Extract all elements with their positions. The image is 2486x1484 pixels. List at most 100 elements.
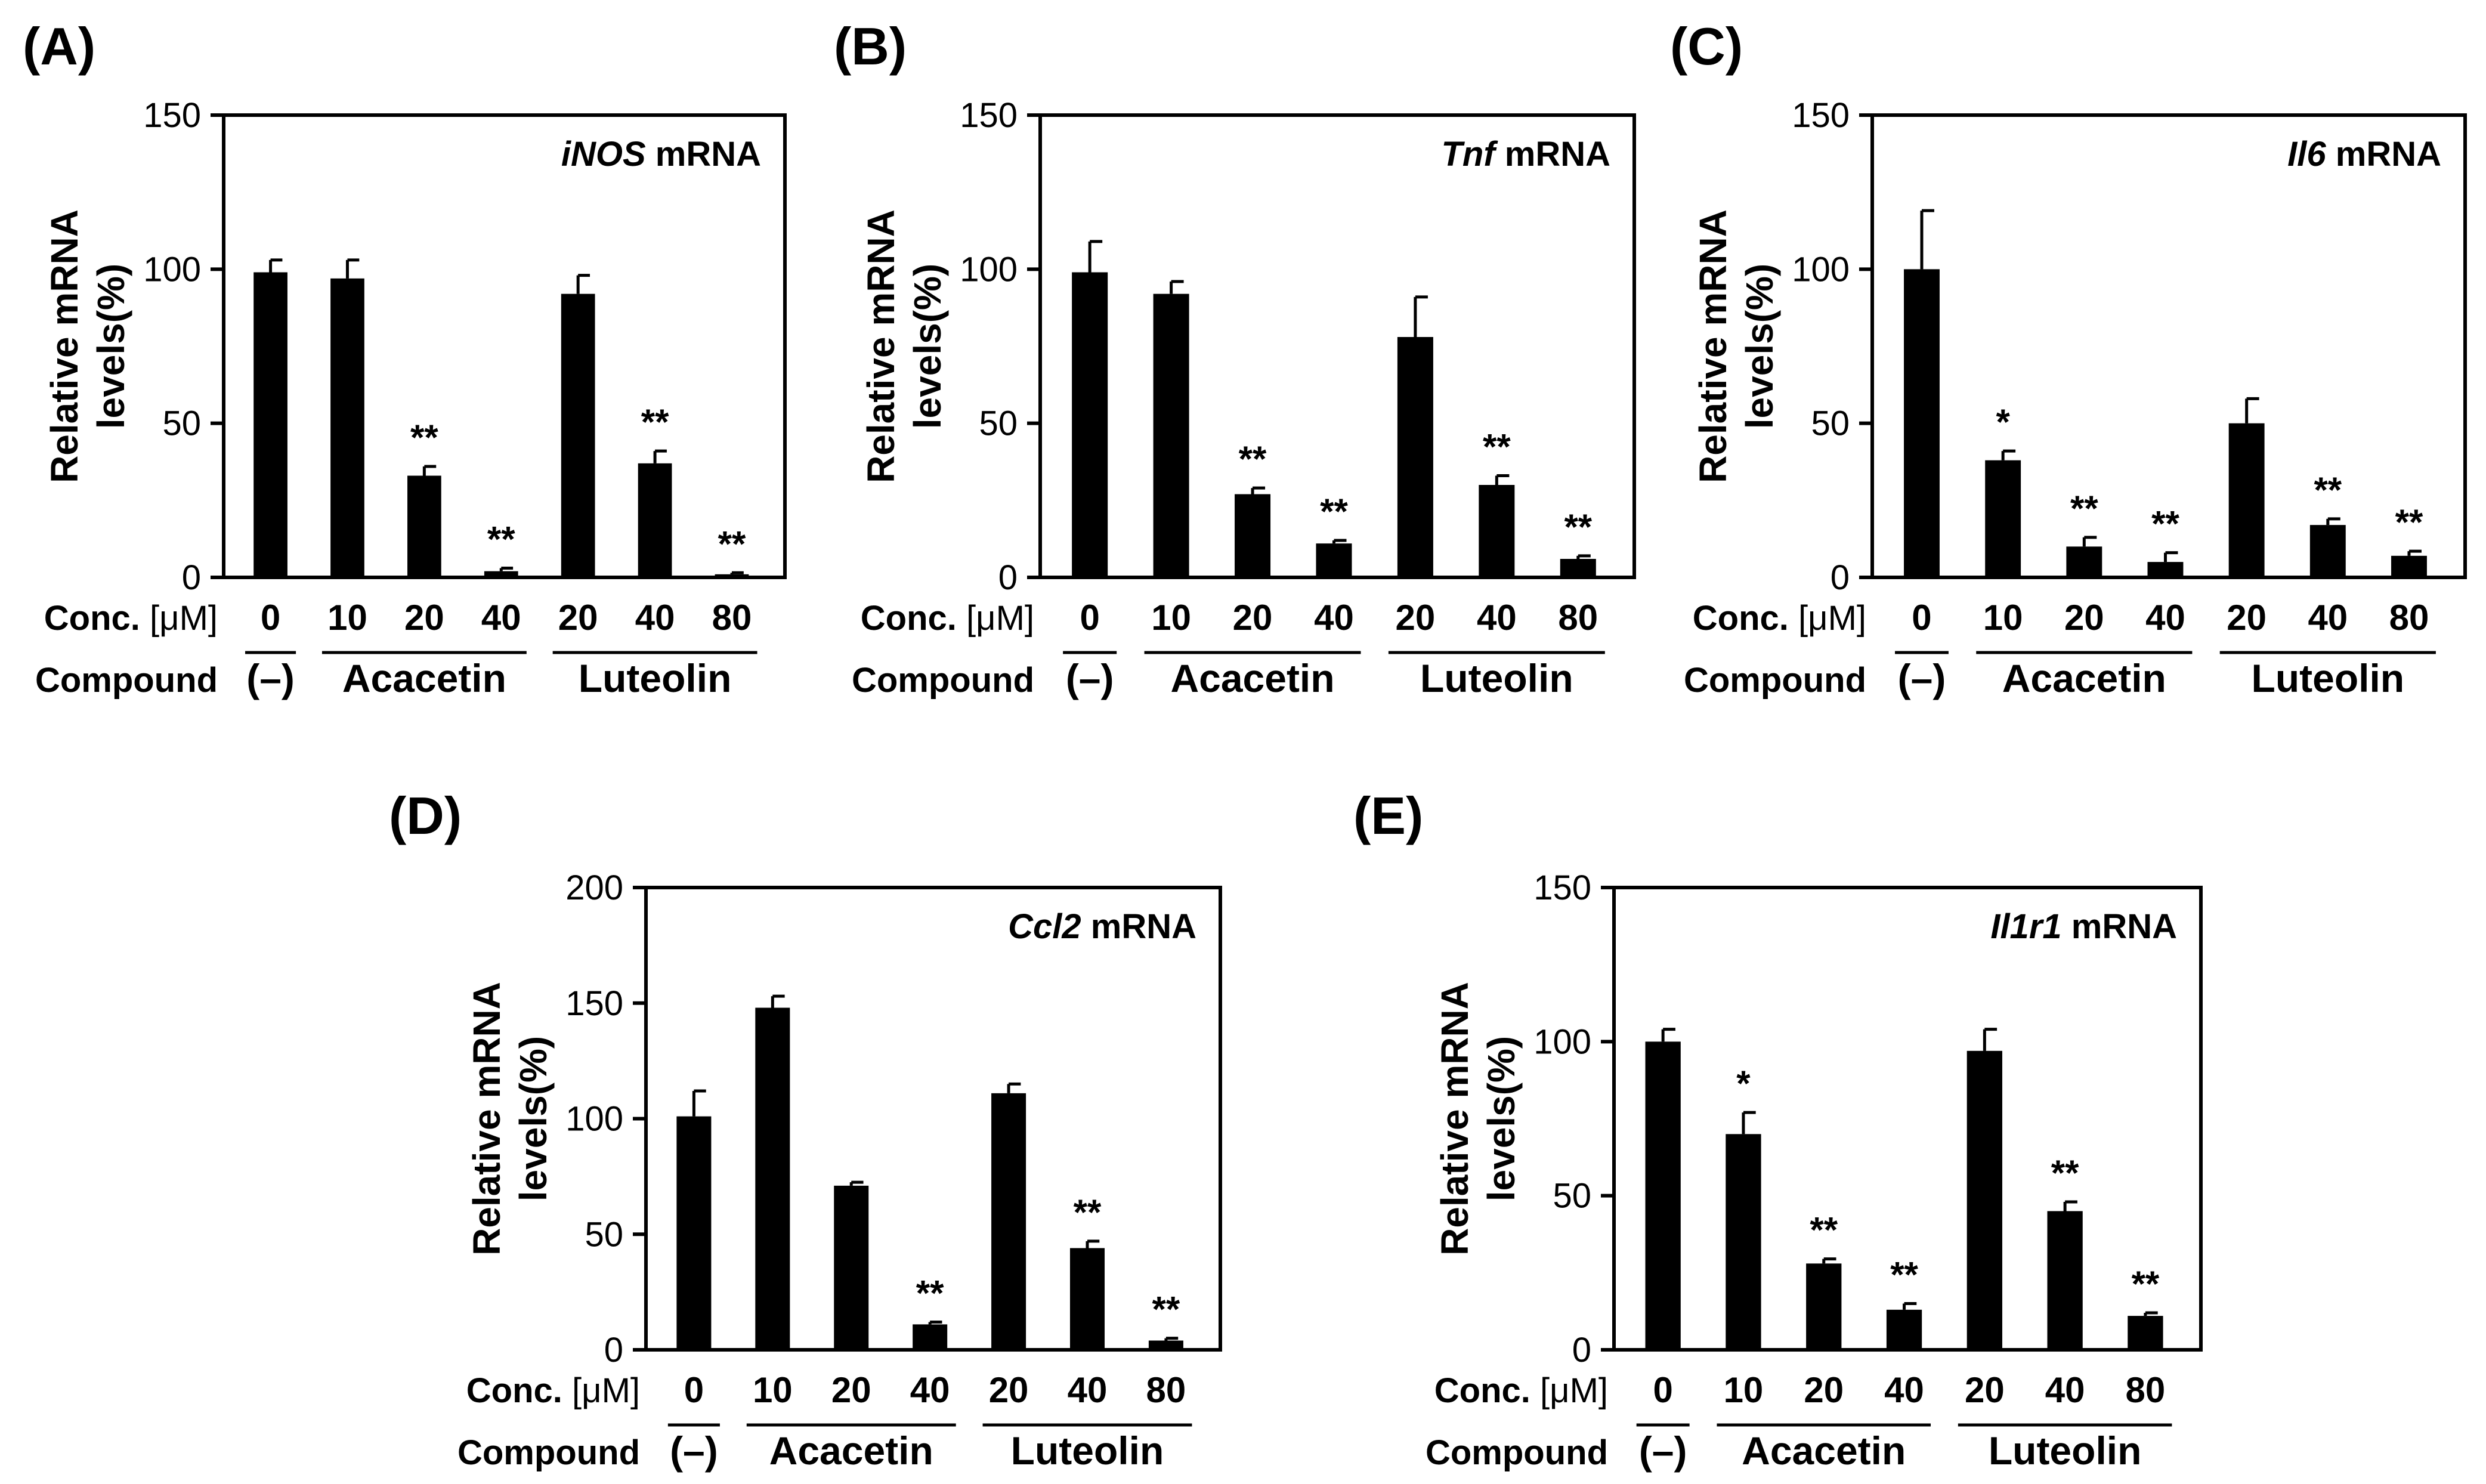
bar bbox=[1069, 1248, 1105, 1350]
x-tick-label: 20 bbox=[831, 1370, 871, 1410]
x-tick-label: 20 bbox=[558, 598, 598, 638]
group-label: Acacetin bbox=[342, 656, 506, 700]
bar bbox=[2309, 525, 2346, 577]
bar bbox=[991, 1093, 1026, 1350]
x-tick-label: 80 bbox=[2389, 598, 2429, 638]
bar bbox=[1904, 269, 1940, 577]
y-axis-label: Relative mRNAlevels(%) bbox=[43, 209, 132, 483]
x-tick-label: 20 bbox=[2064, 598, 2104, 638]
group-label: (–) bbox=[1639, 1429, 1687, 1473]
y-tick-label: 50 bbox=[162, 404, 201, 443]
bar bbox=[2391, 555, 2427, 577]
x-tick-label: 10 bbox=[1983, 598, 2023, 638]
compound-row-label: Compound bbox=[457, 1433, 640, 1472]
y-tick-label: 0 bbox=[604, 1331, 623, 1369]
y-axis-label-line: Relative mRNA bbox=[859, 209, 902, 483]
x-tick-label: 40 bbox=[1314, 598, 1354, 638]
compound-row-label: Compound bbox=[1684, 661, 1866, 700]
group-label: Luteolin bbox=[2252, 656, 2405, 700]
bar bbox=[676, 1116, 712, 1350]
panel-label: (D) bbox=[389, 786, 462, 845]
x-tick-label: 40 bbox=[1884, 1370, 1924, 1410]
bar bbox=[2228, 423, 2265, 577]
conc-unit: [μM] bbox=[572, 1371, 640, 1410]
gene-name: Tnf bbox=[1441, 135, 1498, 174]
significance-marker: ** bbox=[2132, 1264, 2160, 1304]
conc-unit: [μM] bbox=[1798, 599, 1866, 638]
group-label: (–) bbox=[670, 1429, 718, 1473]
significance-marker: * bbox=[1736, 1063, 1751, 1103]
bar bbox=[1985, 460, 2021, 577]
gene-name: Ccl2 bbox=[1008, 907, 1081, 946]
compound-row-label: Compound bbox=[1426, 1433, 1608, 1472]
conc-label: Conc. bbox=[1434, 1371, 1540, 1410]
y-axis-label-line: levels(%) bbox=[1738, 264, 1781, 429]
gene-name: Il6 bbox=[2287, 135, 2326, 174]
y-tick-label: 50 bbox=[1553, 1177, 1591, 1216]
x-tick-label: 0 bbox=[684, 1370, 704, 1410]
y-axis-label-line: levels(%) bbox=[1480, 1036, 1523, 1201]
y-tick-label: 150 bbox=[960, 96, 1018, 135]
y-axis-label: Relative mRNAlevels(%) bbox=[1692, 209, 1781, 483]
bar bbox=[755, 1007, 790, 1350]
bar bbox=[2128, 1316, 2163, 1350]
x-tick-label: 10 bbox=[1151, 598, 1191, 638]
x-tick-label: 20 bbox=[989, 1370, 1029, 1410]
bar bbox=[1235, 494, 1271, 577]
y-axis-label-line: levels(%) bbox=[512, 1036, 555, 1201]
y-tick-label: 150 bbox=[1792, 96, 1850, 135]
group-label: Luteolin bbox=[1989, 1429, 2142, 1473]
significance-marker: ** bbox=[1483, 427, 1511, 467]
bar bbox=[715, 574, 749, 577]
gene-suffix: mRNA bbox=[2062, 907, 2177, 946]
significance-marker: ** bbox=[1564, 507, 1592, 547]
y-tick-label: 150 bbox=[565, 984, 623, 1023]
significance-marker: ** bbox=[916, 1273, 944, 1313]
y-tick-label: 100 bbox=[1792, 250, 1850, 289]
x-tick-label: 80 bbox=[2126, 1370, 2166, 1410]
conc-label: Conc. bbox=[466, 1371, 572, 1410]
group-label: Luteolin bbox=[1011, 1429, 1164, 1473]
x-tick-label: 80 bbox=[1558, 598, 1598, 638]
x-tick-label: 0 bbox=[261, 598, 280, 638]
compound-row-label: Compound bbox=[852, 661, 1034, 700]
conc-unit: [μM] bbox=[966, 599, 1034, 638]
conc-label: Conc. bbox=[861, 599, 966, 638]
bar bbox=[330, 278, 364, 577]
group-label: Luteolin bbox=[579, 656, 732, 700]
x-tick-label: 80 bbox=[712, 598, 752, 638]
bar bbox=[1153, 293, 1189, 577]
significance-marker: * bbox=[1996, 402, 2010, 442]
y-axis-label: Relative mRNAlevels(%) bbox=[859, 209, 949, 483]
y-tick-label: 100 bbox=[960, 250, 1018, 289]
group-label: Acacetin bbox=[1170, 656, 1334, 700]
bar bbox=[913, 1324, 948, 1350]
x-tick-label: 40 bbox=[2308, 598, 2348, 638]
bar bbox=[1645, 1041, 1681, 1350]
y-axis-label: Relative mRNAlevels(%) bbox=[1433, 982, 1523, 1256]
y-axis-label: Relative mRNAlevels(%) bbox=[465, 982, 555, 1256]
x-tick-label: 10 bbox=[327, 598, 367, 638]
significance-marker: ** bbox=[1074, 1192, 1102, 1232]
group-label: (–) bbox=[246, 656, 295, 700]
y-axis-label-line: levels(%) bbox=[906, 264, 949, 429]
bar bbox=[834, 1185, 869, 1350]
significance-marker: ** bbox=[641, 402, 669, 442]
y-tick-label: 0 bbox=[182, 558, 201, 597]
y-tick-label: 0 bbox=[1572, 1331, 1591, 1369]
y-axis-label-line: Relative mRNA bbox=[43, 209, 86, 483]
y-tick-label: 50 bbox=[979, 404, 1018, 443]
y-tick-label: 150 bbox=[1533, 868, 1591, 907]
y-axis-label-line: Relative mRNA bbox=[1692, 209, 1734, 483]
gene-suffix: mRNA bbox=[1081, 907, 1196, 946]
gene-name: Il1r1 bbox=[1990, 907, 2061, 946]
bar bbox=[407, 475, 441, 577]
bar bbox=[1148, 1340, 1183, 1350]
bar bbox=[561, 293, 595, 577]
x-tick-label: 20 bbox=[2227, 598, 2267, 638]
conc-label: Conc. bbox=[44, 599, 150, 638]
conc-row-label: Conc. [μM] bbox=[466, 1371, 640, 1410]
